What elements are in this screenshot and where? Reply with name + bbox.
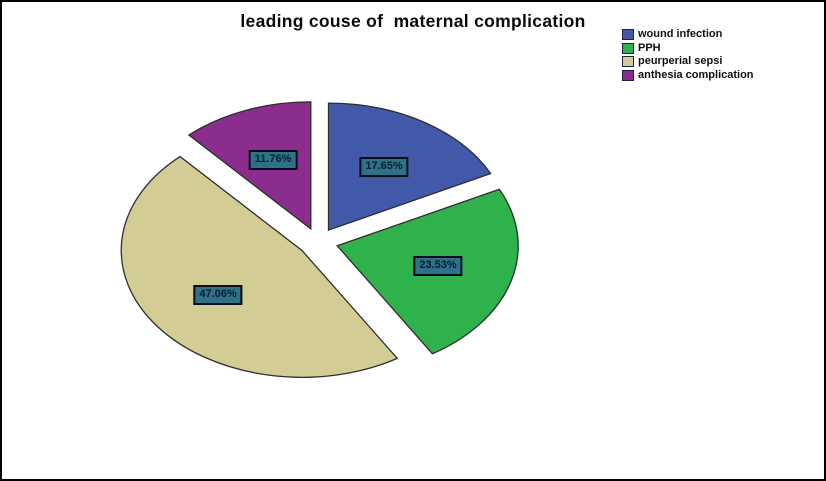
legend: wound infection PPH peurperial sepsi ant… xyxy=(622,28,754,82)
slice-label-anthesia-complication: 11.76% xyxy=(248,150,298,170)
legend-item-peurperial-sepsi: peurperial sepsi xyxy=(622,55,754,69)
slice-label-peurperial-sepsi: 47.06% xyxy=(193,285,243,305)
legend-swatch-icon xyxy=(622,56,634,68)
slice-label-pph: 23.53% xyxy=(413,256,463,276)
legend-swatch-icon xyxy=(622,69,634,81)
legend-item-anthesia-complication: anthesia complication xyxy=(622,69,754,83)
legend-item-wound-infection: wound infection xyxy=(622,28,754,42)
legend-swatch-icon xyxy=(622,42,634,54)
legend-item-pph: PPH xyxy=(622,42,754,56)
slice-label-wound-infection: 17.65% xyxy=(359,157,409,177)
pie-slice-wound-infection xyxy=(327,102,492,232)
legend-swatch-icon xyxy=(622,29,634,41)
chart-title: leading couse of maternal complication xyxy=(240,11,586,31)
pie-slice-peurperial-sepsi xyxy=(120,155,399,378)
